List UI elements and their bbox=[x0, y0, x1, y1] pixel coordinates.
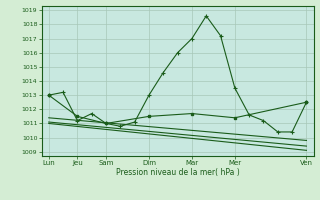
X-axis label: Pression niveau de la mer( hPa ): Pression niveau de la mer( hPa ) bbox=[116, 168, 239, 177]
